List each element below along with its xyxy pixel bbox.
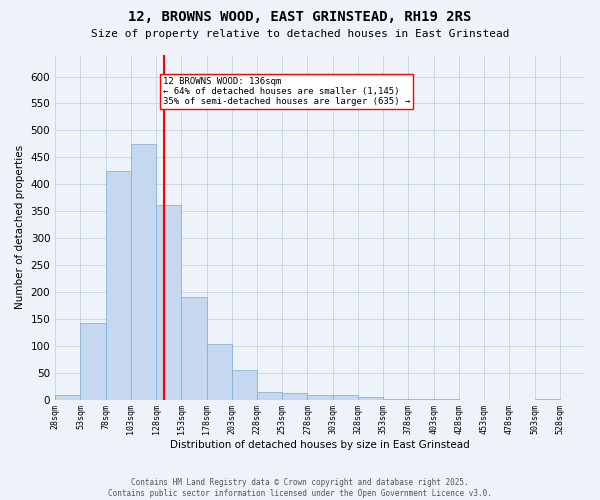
Bar (55, 396, 80, 400)
Bar (257, 392, 282, 400)
Bar (434, 399, 459, 400)
Text: 12 BROWNS WOOD: 136sqm
← 64% of detached houses are smaller (1,145)
35% of semi-: 12 BROWNS WOOD: 136sqm ← 64% of detached… (163, 76, 410, 106)
Bar (131, 144, 156, 400)
Bar (358, 398, 383, 400)
Text: Contains HM Land Registry data © Crown copyright and database right 2025.
Contai: Contains HM Land Registry data © Crown c… (108, 478, 492, 498)
Y-axis label: Number of detached properties: Number of detached properties (15, 145, 25, 310)
Bar (282, 393, 307, 400)
Bar (206, 344, 232, 400)
Bar (383, 398, 409, 400)
Bar (409, 399, 434, 400)
Bar (156, 204, 181, 400)
Bar (106, 171, 131, 400)
Bar (181, 296, 206, 400)
X-axis label: Distribution of detached houses by size in East Grinstead: Distribution of detached houses by size … (170, 440, 470, 450)
Text: Size of property relative to detached houses in East Grinstead: Size of property relative to detached ho… (91, 29, 509, 39)
Text: 12, BROWNS WOOD, EAST GRINSTEAD, RH19 2RS: 12, BROWNS WOOD, EAST GRINSTEAD, RH19 2R… (128, 10, 472, 24)
Bar (332, 396, 358, 400)
Bar (80, 322, 106, 400)
Bar (307, 394, 332, 400)
Bar (535, 398, 560, 400)
Bar (232, 370, 257, 400)
